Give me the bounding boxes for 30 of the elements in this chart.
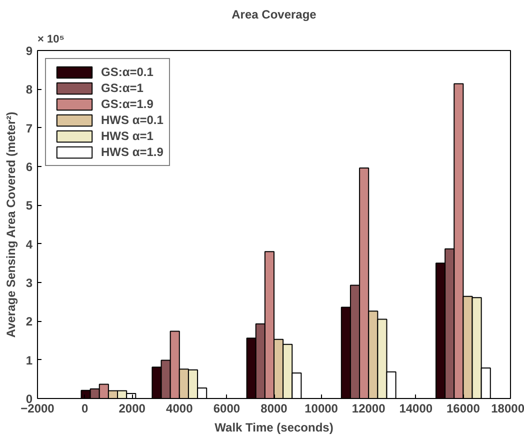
legend-label: HWS α=0.1	[101, 113, 164, 127]
legend-label: GS:α=1.9	[101, 97, 154, 111]
legend-label: HWS α=1	[101, 129, 154, 143]
y-tick-label: 1	[26, 353, 33, 368]
x-tick-label: 4000	[166, 402, 194, 416]
x-axis-title: Walk Time (seconds)	[214, 420, 334, 434]
x-tick-label: 8000	[260, 402, 288, 416]
y-tick-label: 5	[26, 198, 33, 213]
y-tick-label: 7	[26, 121, 33, 136]
x-tick-label: 6000	[213, 402, 240, 416]
y-tick-label: 6	[26, 160, 33, 174]
y-tick-label: 9	[26, 44, 33, 58]
y-tick-label: 3	[26, 276, 33, 290]
y-axis-title: Average Sensing Area Covered (meter²)	[4, 112, 18, 338]
legend-label: GS:α=0.1	[101, 65, 154, 79]
x-tick-label: 12000	[352, 402, 386, 416]
y-tick-label: 4	[26, 237, 33, 252]
x-tick-label: 16000	[446, 402, 480, 416]
legend-label: GS:α=1	[101, 81, 144, 95]
y-tick-label: 8	[26, 82, 33, 97]
legend-label: HWS α=1.9	[101, 145, 164, 159]
chart-title: Area Coverage	[232, 8, 317, 22]
x-tick-label: 14000	[399, 402, 433, 416]
x-tick-label: 2000	[118, 402, 146, 416]
x-tick-label: 18000	[491, 402, 524, 416]
y-tick-label: 2	[26, 314, 33, 329]
x-tick-label: 0	[81, 402, 88, 416]
text: × 10⁵	[38, 34, 64, 46]
x-tick-label: −2000	[20, 402, 55, 416]
x-tick-label: 10000	[304, 402, 338, 416]
